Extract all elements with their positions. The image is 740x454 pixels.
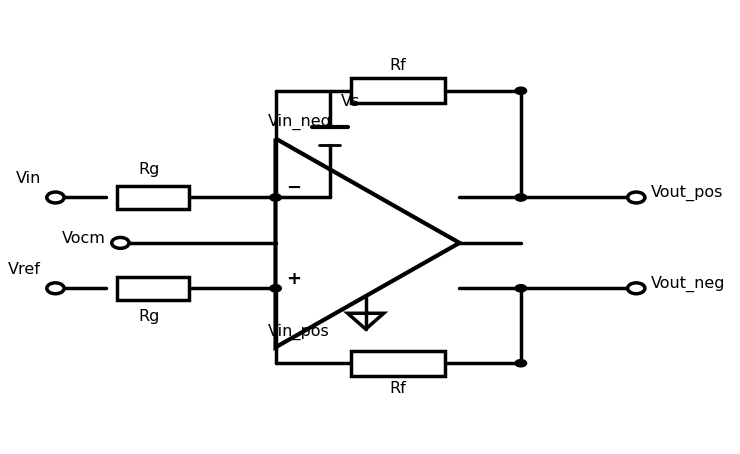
Circle shape — [270, 285, 281, 292]
Text: Vin: Vin — [16, 171, 41, 186]
Text: Vs: Vs — [340, 94, 360, 109]
Circle shape — [47, 283, 64, 294]
Text: Rg: Rg — [138, 162, 160, 177]
Circle shape — [112, 237, 129, 248]
Text: Vref: Vref — [8, 262, 41, 277]
FancyBboxPatch shape — [352, 78, 445, 103]
Circle shape — [628, 283, 645, 294]
Circle shape — [270, 194, 281, 201]
Text: Vocm: Vocm — [62, 231, 106, 246]
Text: Rf: Rf — [390, 58, 406, 73]
FancyBboxPatch shape — [117, 186, 189, 209]
FancyBboxPatch shape — [352, 350, 445, 375]
Circle shape — [628, 192, 645, 203]
FancyBboxPatch shape — [117, 277, 189, 300]
Circle shape — [515, 87, 527, 94]
Text: Vin_pos: Vin_pos — [269, 324, 330, 340]
Text: Vin_neg: Vin_neg — [269, 114, 332, 130]
Circle shape — [515, 360, 527, 367]
Circle shape — [515, 285, 527, 292]
Text: Rf: Rf — [390, 381, 406, 396]
Text: +: + — [286, 270, 301, 288]
Text: −: − — [286, 179, 301, 197]
Text: Vout_neg: Vout_neg — [650, 276, 725, 292]
Text: Vout_pos: Vout_pos — [650, 185, 723, 201]
Circle shape — [47, 192, 64, 203]
Circle shape — [515, 194, 527, 201]
Text: Rg: Rg — [138, 309, 160, 324]
